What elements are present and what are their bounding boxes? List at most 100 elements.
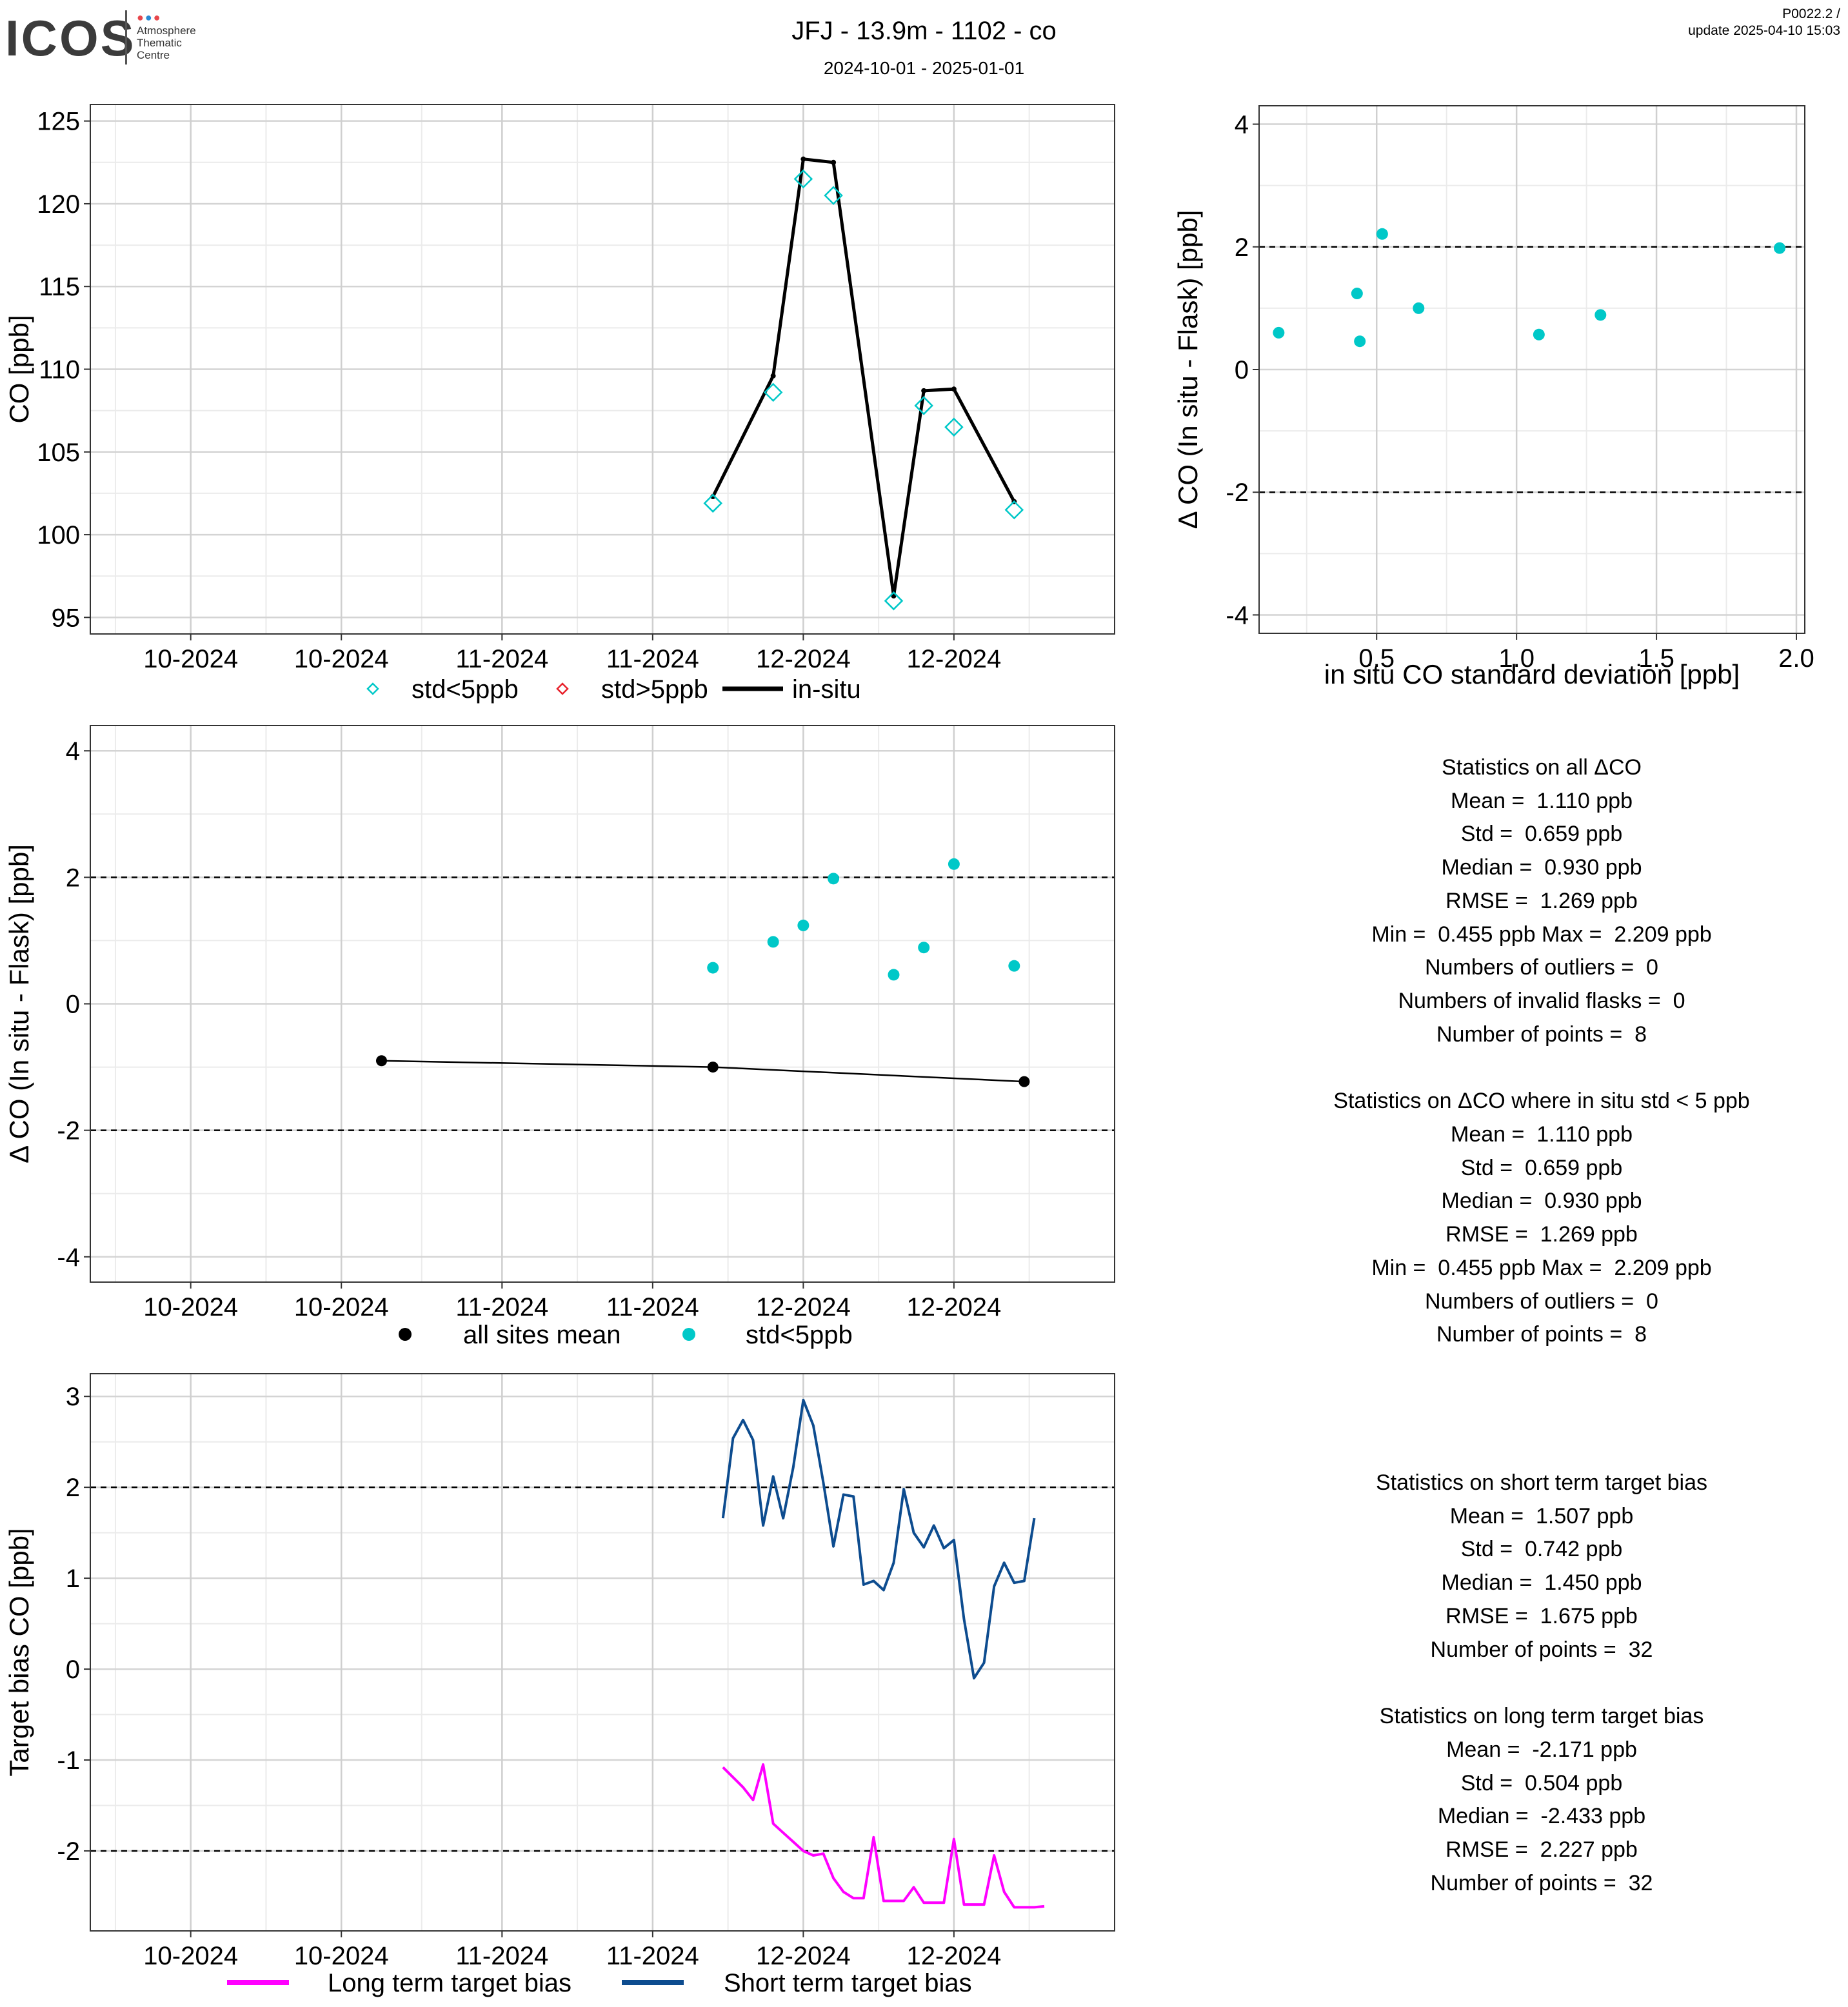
x-tick-label: 12-2024 xyxy=(907,645,1002,673)
y-axis-label: Δ CO (In situ - Flask) [ppb] xyxy=(1173,210,1203,529)
stats-mean: Mean = 1.110 ppb xyxy=(1451,1122,1633,1147)
x-tick-label: 11-2024 xyxy=(606,1293,699,1321)
logo-dots-icon: ●●● xyxy=(137,11,162,24)
delta-vs-std-chart: -4 -2 0 2 4 0.5 1.0 1.5 2.0 Δ CO (In situ - Flask… xyxy=(1173,105,1814,689)
y-tick-label: 110 xyxy=(39,356,80,384)
delta-point xyxy=(1351,288,1363,300)
legend-label: std<5ppb xyxy=(412,675,519,704)
flask-diamond-marker xyxy=(944,417,964,437)
delta-point xyxy=(1595,309,1607,321)
co-timeseries-chart: 95 100 105 110 115 120 125 10-2024 10-2024 11-202… xyxy=(4,104,1115,704)
y-tick-label: 0 xyxy=(66,991,80,1019)
delta-point xyxy=(1008,960,1020,972)
y-tick-label: 2 xyxy=(66,864,80,892)
logo-text: ICOS xyxy=(5,10,136,66)
stats-median: Median = 0.930 ppb xyxy=(1441,855,1642,880)
x-tick-label: 12-2024 xyxy=(907,1942,1002,1970)
logo-subtitle: Atmosphere Thematic Centre xyxy=(137,25,196,61)
stats-points: Number of points = 8 xyxy=(1436,1322,1647,1347)
version-label: P0022.2 / xyxy=(1782,6,1840,21)
y-tick-label: 4 xyxy=(66,737,80,766)
logo-sub-line: Centre xyxy=(137,49,170,61)
x-tick-label: 11-2024 xyxy=(455,645,548,673)
y-axis-label: Target bias CO [ppb] xyxy=(4,1528,34,1776)
in-situ-point xyxy=(951,386,957,392)
stats-all-delta: Statistics on all ΔCO Mean = 1.110 ppb S… xyxy=(1226,751,1848,1352)
x-tick-label: 2.0 xyxy=(1778,644,1814,673)
x-tick-label: 10-2024 xyxy=(143,645,238,673)
page-title: JFJ - 13.9m - 1102 - co xyxy=(791,17,1057,45)
delta-point xyxy=(918,942,930,954)
stats-mean: Mean = 1.110 ppb xyxy=(1451,788,1633,813)
stats-outliers: Numbers of outliers = 0 xyxy=(1425,955,1658,980)
delta-point xyxy=(948,858,960,870)
x-tick-label: 10-2024 xyxy=(143,1942,238,1970)
plot-border xyxy=(90,1373,1115,1932)
x-tick-label: 1.5 xyxy=(1638,644,1674,673)
y-tick-label: 1 xyxy=(66,1565,80,1593)
logo-divider xyxy=(125,10,127,64)
flask-diamond-marker xyxy=(703,493,723,513)
y-tick-label: 105 xyxy=(37,439,80,467)
in-situ-point xyxy=(770,373,776,379)
x-tick-label: 12-2024 xyxy=(756,1942,851,1970)
flask-diamond-marker xyxy=(1004,500,1024,520)
delta-point xyxy=(1376,228,1388,240)
x-tick-label: 11-2024 xyxy=(606,645,699,673)
y-tick-label: -4 xyxy=(57,1243,80,1272)
stats-minmax: Min = 0.455 ppb Max = 2.209 ppb xyxy=(1371,922,1712,947)
in-situ-line xyxy=(711,157,1016,598)
y-tick-label: 2 xyxy=(66,1474,80,1502)
x-tick-label: 0.5 xyxy=(1358,644,1395,673)
flask-diamond-marker xyxy=(824,186,843,205)
stats-title: Statistics on short term target bias xyxy=(1376,1470,1707,1495)
x-tick-label: 1.0 xyxy=(1498,644,1535,673)
x-axis-label: in situ CO standard deviation [ppb] xyxy=(1324,659,1740,689)
y-tick-label: -2 xyxy=(1226,479,1249,507)
stats-median: Median = -2.433 ppb xyxy=(1437,1804,1646,1829)
y-tick-label: -2 xyxy=(57,1117,80,1145)
x-tick-label: 10-2024 xyxy=(294,1942,389,1970)
x-tick-label: 10-2024 xyxy=(143,1293,238,1321)
stats-title: Statistics on ΔCO where in situ std < 5 … xyxy=(1333,1089,1750,1114)
y-tick-label: 2 xyxy=(1235,233,1249,262)
x-tick-label: 12-2024 xyxy=(756,645,851,673)
delta-point xyxy=(767,936,779,948)
x-tick-label: 12-2024 xyxy=(756,1293,851,1321)
stats-std: Std = 0.659 ppb xyxy=(1460,1155,1623,1180)
stats-std: Std = 0.504 ppb xyxy=(1460,1770,1623,1795)
y-tick-label: 115 xyxy=(39,273,80,301)
legend-label: Short term target bias xyxy=(724,1969,972,1997)
legend-label: std<5ppb xyxy=(746,1321,853,1349)
x-tick-label: 11-2024 xyxy=(455,1942,548,1970)
stats-outliers: Numbers of outliers = 0 xyxy=(1425,1289,1658,1314)
delta-point xyxy=(1533,328,1545,341)
delta-timeseries-chart: -4 -2 0 2 4 10-2024 10-2024 11-2024 11-2024 12-20… xyxy=(4,725,1115,1349)
y-tick-label: -2 xyxy=(57,1837,80,1866)
legend-marker-all-sites-mean xyxy=(399,1328,412,1341)
stats-target-bias: Statistics on short term target bias Mea… xyxy=(1226,1467,1848,1900)
stats-mean: Mean = -2.171 ppb xyxy=(1446,1737,1637,1762)
target-bias-chart: -2 -1 0 1 2 3 10-2024 10-2024 11-2024 11-2024 12-2… xyxy=(4,1373,1115,1997)
page-period: 2024-10-01 - 2025-01-01 xyxy=(823,58,1025,78)
y-axis-label: Δ CO (In situ - Flask) [ppb] xyxy=(4,844,34,1163)
legend-marker-std-lt5 xyxy=(682,1328,695,1341)
y-tick-label: 120 xyxy=(37,190,80,219)
x-tick-label: 11-2024 xyxy=(455,1293,548,1321)
y-tick-label: 100 xyxy=(37,521,80,549)
stats-mean: Mean = 1.507 ppb xyxy=(1449,1503,1634,1528)
legend-label: in-situ xyxy=(792,675,861,704)
in-situ-point xyxy=(800,156,806,162)
delta-point xyxy=(1413,302,1425,314)
x-tick-label: 10-2024 xyxy=(294,645,389,673)
stats-rmse: RMSE = 2.227 ppb xyxy=(1446,1837,1638,1863)
legend-marker-std-lt5 xyxy=(366,682,379,695)
logo-sub-line: Thematic xyxy=(137,37,182,49)
y-tick-label: 4 xyxy=(1235,111,1249,139)
flask-diamond-marker xyxy=(763,382,783,402)
flask-diamond-marker xyxy=(914,396,933,415)
x-tick-label: 10-2024 xyxy=(294,1293,389,1321)
flask-diamond-marker xyxy=(793,169,813,189)
stats-median: Median = 0.930 ppb xyxy=(1441,1189,1642,1214)
stats-invalid: Numbers of invalid flasks = 0 xyxy=(1398,988,1685,1013)
